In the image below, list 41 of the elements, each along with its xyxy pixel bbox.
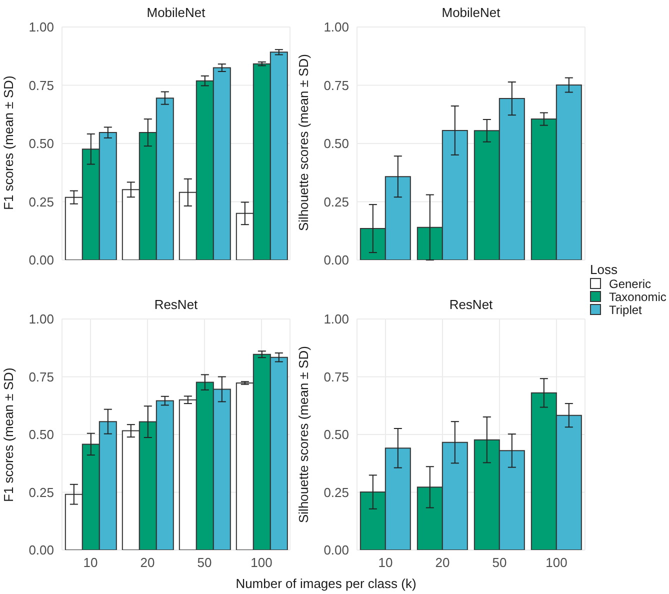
x-tick-label: 50 (492, 555, 507, 570)
y-tick-label: 0.25 (28, 194, 54, 210)
y-tick-label: 0.25 (324, 484, 349, 500)
y-tick-label: 0.75 (324, 369, 349, 384)
x-tick-label: 10 (83, 555, 98, 570)
y-tick-label: 0.75 (28, 369, 54, 384)
y-tick-label: 0.00 (324, 252, 349, 268)
x-tick-label: 20 (140, 555, 155, 570)
x-tick-label: 50 (197, 555, 212, 570)
y-tick-label: 0.00 (28, 252, 54, 268)
y-axis-title: Silhouette scores (mean ± SD) (296, 346, 311, 526)
y-axis-title: F1 scores (mean ± SD) (1, 74, 16, 212)
y-tick-label: 0.50 (324, 427, 349, 442)
y-tick-label: 1.00 (324, 312, 349, 327)
x-tick-label: 20 (435, 555, 450, 570)
y-tick-label: 0.75 (28, 78, 54, 93)
x-tick-label: 10 (378, 555, 393, 570)
y-tick-label: 0.00 (28, 542, 54, 558)
chart-title: MobileNet (146, 5, 206, 20)
legend-label: Taxonomic (609, 290, 666, 304)
y-tick-label: 1.00 (28, 312, 54, 327)
x-tick-label: 100 (546, 555, 568, 570)
chart-title: MobileNet (440, 5, 502, 20)
legend-title: Loss (590, 262, 618, 277)
y-tick-label: 0.75 (324, 78, 349, 93)
x-tick-label: 100 (250, 555, 272, 570)
y-tick-label: 0.00 (324, 542, 349, 558)
y-tick-label: 0.25 (324, 194, 349, 210)
y-tick-label: 0.50 (324, 136, 349, 152)
y-tick-label: 1.00 (28, 20, 54, 35)
x-axis-title: Number of images per class (k) (234, 576, 418, 591)
legend-label: Triplet (609, 302, 642, 316)
y-tick-label: 0.25 (28, 484, 54, 500)
chart-title: ResNet (153, 297, 199, 312)
legend-label: Generic (609, 276, 652, 290)
y-axis-title: Silhouette scores (mean ± SD) (296, 54, 311, 234)
y-tick-label: 0.50 (28, 136, 54, 152)
y-axis-title: F1 scores (mean ± SD) (1, 366, 16, 504)
y-tick-label: 1.00 (324, 20, 349, 35)
y-tick-label: 0.50 (28, 427, 54, 442)
chart-title: ResNet (448, 297, 494, 312)
